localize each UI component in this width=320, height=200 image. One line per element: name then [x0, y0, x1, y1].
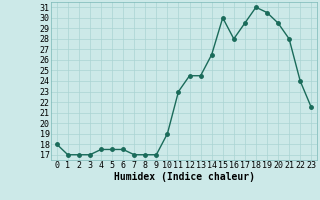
X-axis label: Humidex (Indice chaleur): Humidex (Indice chaleur)	[114, 172, 254, 182]
